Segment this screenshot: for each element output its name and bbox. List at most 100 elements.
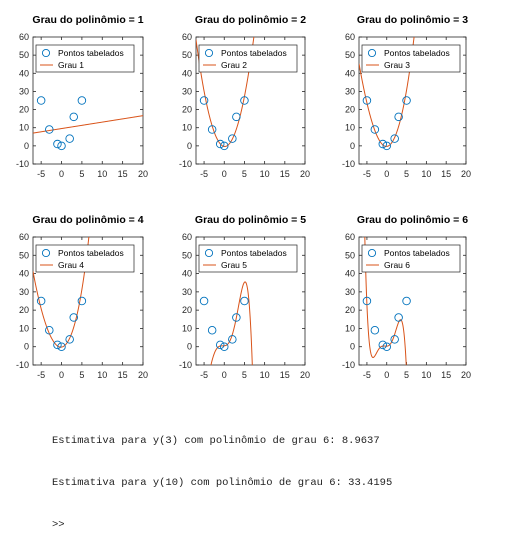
x-tick-label: -5 [363, 169, 371, 179]
x-tick-label: 5 [404, 370, 409, 380]
fit-curve [33, 115, 143, 134]
y-tick-label: 50 [19, 250, 29, 260]
y-tick-label: 60 [19, 32, 29, 42]
y-tick-label: 0 [24, 141, 29, 151]
x-tick-label: 0 [59, 169, 64, 179]
data-point [390, 335, 399, 344]
y-tick-label: 40 [345, 269, 355, 279]
figure: Grau do polinômio = 1 -5 0 5 10 15 20 -10 0 10 20 3… [16, 14, 471, 380]
legend-label-points: Pontos tabelados [384, 248, 450, 258]
y-tick-label: -10 [342, 159, 355, 169]
y-tick-label: -10 [179, 360, 192, 370]
y-tick-label: 10 [19, 123, 29, 133]
y-tick-label: 10 [182, 323, 192, 333]
y-tick-label: 0 [24, 342, 29, 352]
y-tick-label: 40 [19, 68, 29, 78]
data-point [228, 134, 237, 143]
y-tick-label: 60 [345, 32, 355, 42]
x-tick-label: -5 [200, 169, 208, 179]
y-tick-label: -10 [342, 360, 355, 370]
data-point [45, 326, 54, 335]
x-tick-label: -5 [363, 370, 371, 380]
legend-label-fit: Grau 4 [58, 260, 84, 270]
x-tick-label: 15 [441, 370, 451, 380]
data-point [207, 125, 217, 134]
y-tick-label: 20 [19, 105, 29, 115]
data-point [220, 141, 229, 151]
subplot-5: Grau do polinômio = 5 -5 0 5 10 15 20 -10 0 10 20 3… [179, 214, 310, 380]
x-tick-label: 0 [222, 370, 227, 380]
y-tick-label: 40 [345, 68, 355, 78]
legend-box [361, 44, 461, 73]
subplot-2: Grau do polinômio = 2 -5 0 5 10 15 20 -10 0 10 20 3… [179, 14, 310, 179]
data-point [57, 141, 66, 151]
x-tick-label: 15 [280, 169, 290, 179]
data-point [207, 326, 217, 335]
subplot-6: Grau do polinômio = 6 -5 0 5 10 15 20 -10 0 10 20 3… [342, 214, 471, 380]
x-tick-label: 5 [79, 370, 84, 380]
legend-label-fit: Grau 2 [221, 60, 247, 70]
data-point [402, 96, 411, 105]
y-tick-label: 0 [350, 342, 355, 352]
fit-curve [210, 281, 253, 365]
data-point [370, 326, 380, 335]
data-point [53, 139, 62, 149]
y-tick-label: 20 [182, 105, 192, 115]
console-line-1: Estimativa para y(3) com polinômio de gr… [52, 435, 380, 447]
y-tick-label: 30 [345, 287, 355, 297]
data-point [215, 340, 225, 350]
console-line-2: Estimativa para y(10) com polinômio de g… [52, 477, 393, 489]
data-point [65, 335, 74, 344]
data-point [65, 134, 74, 143]
x-tick-label: 10 [97, 370, 107, 380]
legend-box [35, 44, 135, 73]
data-point [240, 96, 249, 105]
y-tick-label: 10 [345, 323, 355, 333]
y-tick-label: 60 [182, 232, 192, 242]
x-tick-label: 0 [384, 370, 389, 380]
x-tick-label: 10 [260, 370, 270, 380]
legend-box [35, 244, 135, 273]
x-tick-label: 0 [384, 169, 389, 179]
y-tick-label: 50 [345, 50, 355, 60]
data-point [36, 96, 46, 105]
chart-title: Grau do polinômio = 1 [32, 14, 143, 26]
data-point [53, 340, 62, 350]
x-tick-label: 10 [260, 169, 270, 179]
data-point [370, 125, 380, 134]
data-point [390, 134, 399, 143]
data-point [36, 296, 46, 306]
data-point [394, 112, 403, 122]
x-tick-label: -5 [200, 370, 208, 380]
y-tick-label: 50 [182, 50, 192, 60]
y-tick-label: 20 [19, 305, 29, 315]
x-tick-label: -5 [37, 370, 45, 380]
x-tick-label: 5 [242, 169, 247, 179]
data-point [215, 139, 225, 149]
x-tick-label: 10 [97, 169, 107, 179]
data-point [232, 313, 241, 322]
data-point [69, 112, 78, 122]
legend-marker-points [204, 48, 214, 58]
subplot-1: Grau do polinômio = 1 -5 0 5 10 15 20 -10 0 10 20 3… [16, 14, 148, 179]
y-tick-label: 40 [182, 68, 192, 78]
data-point [77, 96, 87, 105]
subplot-4: Grau do polinômio = 4 -5 0 5 10 15 20 -10 0 10 20 3… [16, 214, 148, 380]
y-tick-label: 30 [182, 287, 192, 297]
y-tick-label: 10 [345, 123, 355, 133]
data-point [402, 296, 411, 306]
legend-label-points: Pontos tabelados [221, 248, 287, 258]
x-tick-label: 20 [138, 370, 148, 380]
y-tick-label: 50 [345, 250, 355, 260]
data-point [45, 125, 54, 134]
data-point [240, 296, 249, 306]
y-tick-label: 40 [182, 269, 192, 279]
legend-marker-points [41, 48, 51, 58]
x-tick-label: 5 [242, 370, 247, 380]
y-tick-label: 0 [187, 141, 192, 151]
y-tick-label: 60 [182, 32, 192, 42]
y-tick-label: 10 [182, 123, 192, 133]
chart-title: Grau do polinômio = 2 [195, 14, 306, 26]
y-tick-label: 10 [19, 323, 29, 333]
legend-marker-points [367, 248, 377, 258]
